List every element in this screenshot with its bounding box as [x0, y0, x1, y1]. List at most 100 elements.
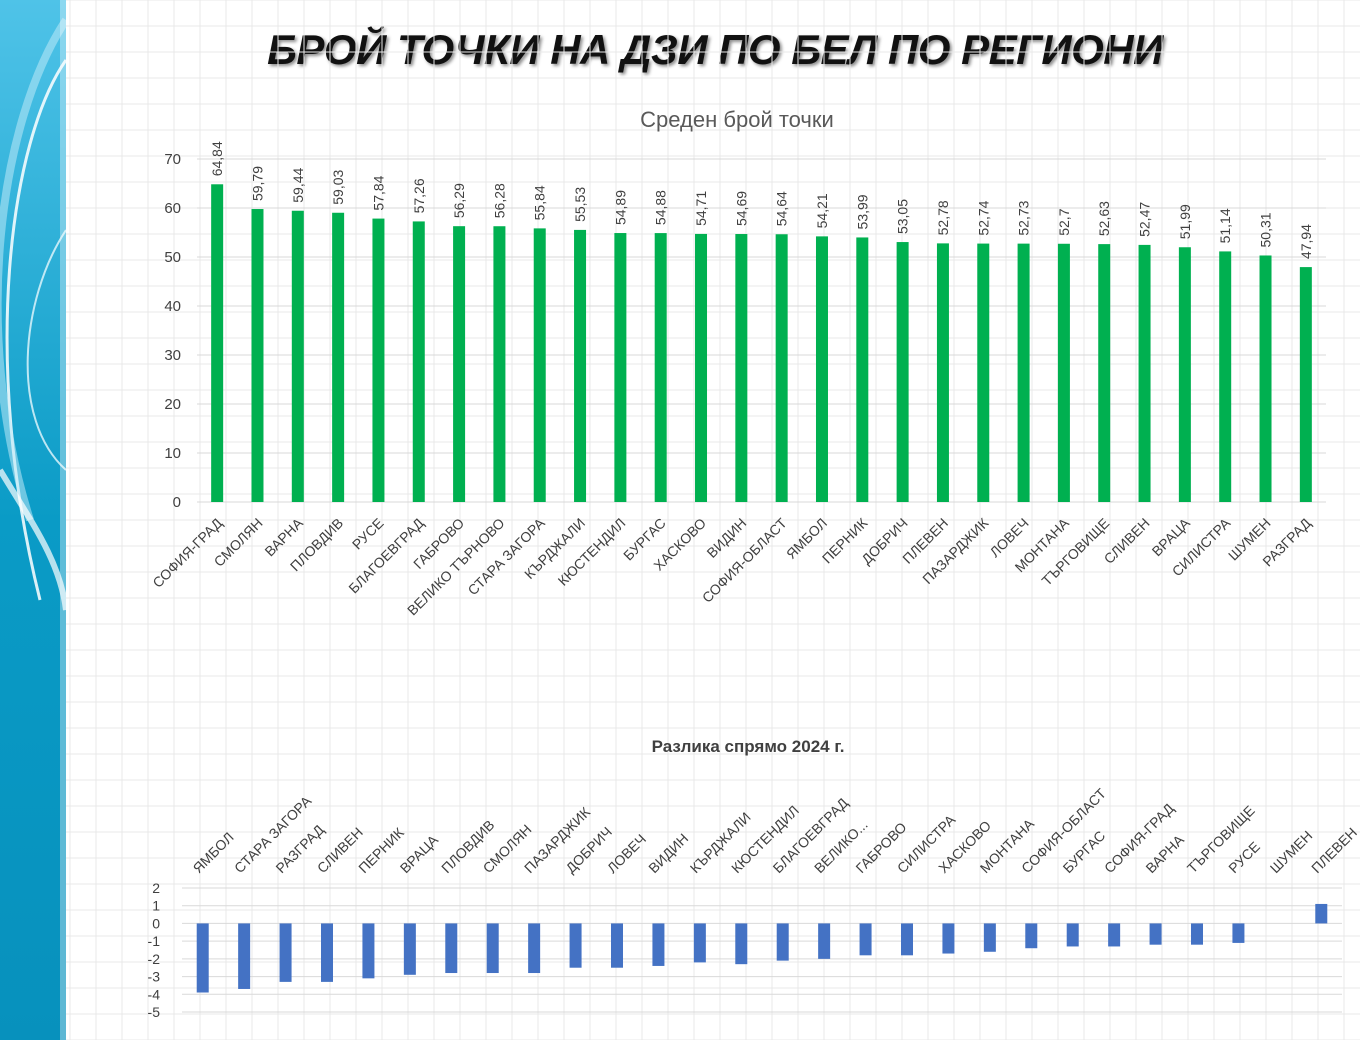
y-tick-label: 10 [164, 445, 181, 462]
bar [611, 923, 623, 968]
bar [654, 233, 667, 502]
bar [1066, 923, 1079, 947]
bar-series [196, 903, 1328, 993]
bar [977, 243, 990, 502]
bar [493, 226, 506, 502]
bar [735, 234, 748, 503]
bar [1057, 243, 1070, 502]
data-label: 59,44 [290, 167, 306, 202]
bar [1315, 903, 1328, 924]
data-label: 57,84 [370, 175, 386, 210]
bar [279, 923, 292, 982]
bar [1138, 244, 1151, 502]
bar [1219, 251, 1232, 502]
bar [321, 923, 333, 982]
bar [775, 234, 788, 502]
data-label: 52,7 [1056, 208, 1072, 235]
y-tick-label: 0 [173, 494, 181, 511]
bar [1259, 255, 1272, 502]
bar [693, 923, 706, 963]
bar [614, 233, 627, 502]
page-title: БРОЙ ТОЧКИ НА ДЗИ ПО БЕЛ ПО РЕГИОНИ [267, 26, 1163, 73]
y-tick-label: -4 [148, 986, 161, 1002]
x-tick-label: БЛАГОЕВГРАД [770, 794, 852, 876]
data-label: 55,53 [572, 187, 588, 222]
bar [445, 923, 458, 974]
y-tick-label: 60 [164, 200, 181, 217]
y-tick-label: 40 [164, 298, 181, 315]
x-tick-label: РУСЕ [1225, 838, 1263, 876]
bar [196, 923, 209, 993]
bar [901, 923, 913, 956]
y-tick-label: 30 [164, 347, 181, 364]
bar [1108, 923, 1121, 947]
data-label: 52,78 [935, 200, 951, 235]
bar [362, 923, 375, 979]
data-label: 52,74 [975, 200, 991, 235]
x-tick-label: ЯМБОЛ [190, 829, 237, 876]
grid-background [66, 0, 1360, 1040]
y-tick-label: 70 [164, 151, 181, 168]
bar [528, 923, 541, 974]
data-label: 54,88 [653, 190, 669, 225]
data-label: 53,99 [854, 194, 870, 229]
bar [251, 209, 264, 503]
data-label: 56,29 [451, 183, 467, 218]
bar [859, 923, 872, 956]
bar [533, 228, 546, 502]
bar [412, 221, 425, 502]
bar [896, 242, 909, 502]
data-label: 59,79 [249, 166, 265, 201]
bar [486, 923, 499, 974]
bar [403, 923, 416, 975]
bar [1098, 244, 1111, 502]
bar [936, 243, 949, 503]
y-tick-label: 0 [152, 915, 160, 931]
data-label: 54,71 [693, 191, 709, 226]
bar [1149, 923, 1162, 945]
y-tick-label: -2 [148, 951, 161, 967]
y-axis: 0 10 20 30 40 50 60 70 [164, 151, 1326, 511]
y-tick-label: 2 [152, 880, 160, 896]
x-tick-label: ШУМЕН [1267, 827, 1316, 876]
data-label: 54,89 [612, 190, 628, 225]
bar [238, 923, 251, 989]
data-label: 51,99 [1177, 204, 1193, 239]
data-label: 52,63 [1096, 201, 1112, 236]
bar [291, 210, 304, 502]
bar [942, 923, 955, 954]
data-label: 54,69 [733, 191, 749, 226]
data-label: 52,73 [1016, 200, 1032, 235]
y-axis: 2 10 -1 -2 -3-4 -5 [148, 880, 1342, 1020]
y-tick-label: -1 [148, 933, 161, 949]
y-tick-label: -3 [148, 969, 161, 985]
bar [1232, 923, 1245, 943]
bar [856, 237, 869, 502]
bar [211, 184, 224, 502]
x-tick-label: СОФИЯ-ГРАД [1101, 800, 1177, 876]
sidebar-decoration [0, 0, 66, 1040]
bar [574, 229, 587, 502]
y-tick-label: 20 [164, 396, 181, 413]
data-label: 55,84 [532, 185, 548, 220]
bar [983, 923, 996, 952]
bar [453, 226, 466, 502]
bar [1017, 243, 1030, 503]
data-label: 56,28 [491, 183, 507, 218]
data-label: 64,84 [209, 141, 225, 176]
y-tick-label: 50 [164, 249, 181, 266]
y-tick-label: -5 [148, 1004, 161, 1020]
bar [815, 236, 828, 502]
data-label: 51,14 [1217, 208, 1233, 243]
chart-title: Разлика спрямо 2024 г. [652, 737, 845, 756]
bar [735, 923, 748, 965]
data-label: 52,47 [1137, 202, 1153, 237]
data-labels: 64,84 59,79 59,44 59,03 57,84 57,26 56,29 56,28… [209, 141, 1314, 259]
bar [569, 923, 582, 968]
data-label: 54,64 [774, 191, 790, 226]
bar [652, 923, 665, 966]
